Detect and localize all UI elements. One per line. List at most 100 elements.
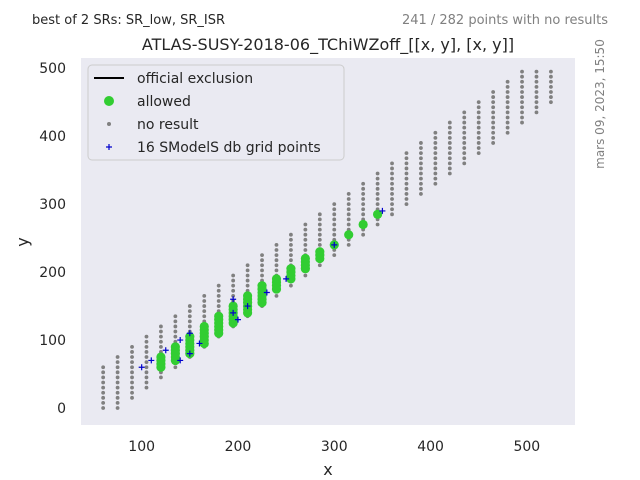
allowed-point xyxy=(257,281,267,291)
no-result-point xyxy=(447,156,452,161)
no-result-point xyxy=(289,237,293,242)
no-result-point xyxy=(534,69,539,74)
no-result-point xyxy=(534,84,539,89)
no-result-point xyxy=(520,79,524,84)
y-tick-label: 200 xyxy=(39,265,66,281)
no-result-point xyxy=(346,217,351,222)
no-result-point xyxy=(390,207,394,212)
no-result-point xyxy=(534,79,539,84)
no-result-point xyxy=(245,273,250,278)
no-result-point xyxy=(144,385,149,390)
no-result-point xyxy=(390,161,394,166)
no-result-point xyxy=(187,319,192,324)
no-result-point xyxy=(462,120,467,125)
no-result-point xyxy=(419,151,423,156)
no-result-point xyxy=(520,74,524,79)
no-result-point xyxy=(101,370,106,375)
no-result-point xyxy=(216,293,221,298)
no-result-point xyxy=(505,79,510,84)
no-result-point xyxy=(317,263,322,268)
no-result-point xyxy=(491,120,496,125)
no-results-count: 241 / 282 points with no results xyxy=(402,13,608,28)
no-result-point xyxy=(260,273,264,278)
allowed-point xyxy=(242,291,253,301)
no-result-point xyxy=(375,197,380,201)
no-result-point xyxy=(130,380,134,385)
no-result-point xyxy=(534,105,539,110)
no-result-point xyxy=(390,166,394,171)
no-result-point xyxy=(289,258,293,263)
no-result-point xyxy=(144,334,149,339)
no-result-point xyxy=(346,212,351,217)
no-result-point xyxy=(505,84,510,89)
no-result-point xyxy=(520,115,524,120)
no-result-point xyxy=(419,166,423,171)
no-result-point xyxy=(346,202,351,207)
no-result-point xyxy=(361,232,366,237)
no-result-point xyxy=(361,197,366,201)
grid-point-marker xyxy=(244,303,251,310)
no-result-point xyxy=(404,151,409,156)
grid-point-marker xyxy=(186,350,193,357)
no-result-point xyxy=(462,115,467,120)
no-result-point xyxy=(216,283,221,288)
no-result-point xyxy=(303,242,308,247)
no-result-point xyxy=(505,115,510,120)
no-result-point xyxy=(159,329,163,334)
no-result-point xyxy=(361,207,366,212)
no-result-point xyxy=(303,273,308,278)
no-result-point xyxy=(462,110,467,115)
no-result-point xyxy=(433,135,438,140)
no-result-point xyxy=(390,181,394,186)
no-result-point xyxy=(404,197,409,201)
no-result-point xyxy=(419,161,423,166)
no-result-point xyxy=(419,192,423,196)
no-result-point xyxy=(447,166,452,171)
grid-point-marker xyxy=(196,340,203,347)
no-result-point xyxy=(130,360,134,365)
no-result-point xyxy=(505,110,510,115)
no-result-point xyxy=(317,227,322,232)
no-result-point xyxy=(115,390,120,395)
no-result-point xyxy=(216,288,221,293)
no-result-point xyxy=(144,380,149,385)
no-result-point xyxy=(419,176,423,181)
no-result-point xyxy=(375,171,380,176)
no-result-point xyxy=(187,304,192,308)
no-result-point xyxy=(260,258,264,263)
no-result-point xyxy=(534,90,539,94)
no-result-point xyxy=(303,248,308,252)
x-axis-ticks: 100 200 300 400 500 xyxy=(128,439,540,455)
no-result-point xyxy=(520,100,524,105)
no-result-point xyxy=(346,207,351,212)
no-result-point xyxy=(476,110,481,115)
no-result-point xyxy=(115,370,120,375)
allowed-point xyxy=(344,230,354,240)
no-result-point xyxy=(433,181,438,186)
no-result-point xyxy=(173,334,178,339)
no-result-point xyxy=(317,237,322,242)
grid-point-marker xyxy=(283,275,290,282)
no-result-point xyxy=(303,227,308,232)
allowed-series xyxy=(156,209,383,372)
no-result-point xyxy=(101,365,106,370)
no-result-point xyxy=(447,120,452,125)
no-result-point xyxy=(390,212,394,217)
x-tick-label: 500 xyxy=(513,439,540,455)
no-result-point xyxy=(303,232,308,237)
no-result-point xyxy=(289,242,293,247)
no-result-point xyxy=(476,115,481,120)
legend-label: 16 SModelS db grid points xyxy=(137,140,321,156)
no-result-point xyxy=(476,146,481,150)
no-result-point xyxy=(476,130,481,135)
allowed-point xyxy=(199,321,209,332)
no-result-point xyxy=(317,222,322,227)
no-result-point xyxy=(404,176,409,181)
no-result-point xyxy=(231,288,236,293)
no-result-point xyxy=(433,141,438,145)
no-result-point xyxy=(390,192,394,196)
no-result-point xyxy=(317,217,322,222)
no-result-point xyxy=(491,110,496,115)
grid-point-marker xyxy=(230,296,237,303)
no-result-point xyxy=(549,90,553,94)
